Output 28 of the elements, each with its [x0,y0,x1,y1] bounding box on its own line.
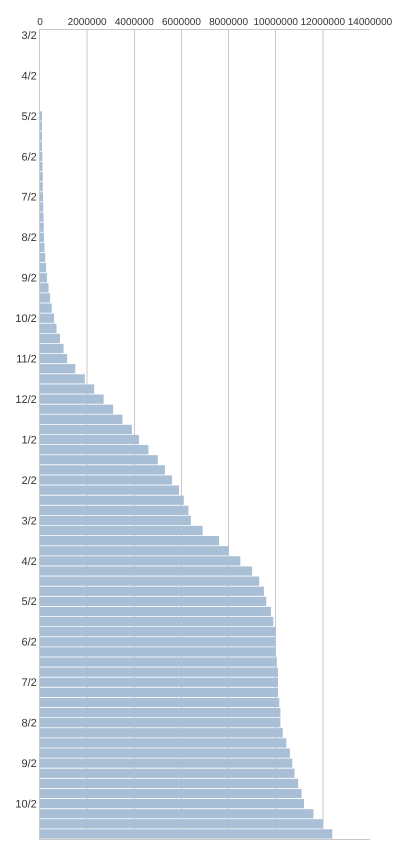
x-tick-label: 4000000 [114,17,154,28]
x-tick-label: 14000000 [348,17,393,28]
y-tick-label: 9/2 [22,758,37,770]
x-tick-label: 6000000 [162,17,202,28]
y-tick-label: 9/2 [22,272,37,285]
y-tick-label: 3/2 [22,30,37,42]
x-tick-label: 12000000 [300,17,346,28]
y-tick-label: 12/2 [15,394,37,406]
y-tick-label: 10/2 [15,313,37,326]
y-tick-label: 10/2 [15,798,37,810]
y-tick-label: 7/2 [22,677,37,690]
y-tick-label: 4/2 [22,70,37,82]
x-tick-label: 0 [37,17,44,28]
y-tick-label: 5/2 [22,596,37,608]
y-tick-label: 6/2 [22,151,37,164]
y-tick-label: 2/2 [22,474,37,487]
y-tick-label: 11/2 [16,354,37,366]
y-tick-label: 8/2 [22,718,37,730]
y-tick-label: 1/2 [22,434,37,446]
y-tick-label: 8/2 [22,232,37,244]
y-tick-label: 3/2 [22,515,37,528]
x-tick-label: 10000000 [253,17,298,28]
x-tick-label: 8000000 [209,17,248,28]
y-tick-label: 5/2 [22,110,37,123]
y-tick-label: 4/2 [22,556,37,568]
y-tick-label: 7/2 [22,192,37,204]
y-tick-label: 6/2 [22,636,37,649]
x-tick-label: 2000000 [68,17,108,28]
